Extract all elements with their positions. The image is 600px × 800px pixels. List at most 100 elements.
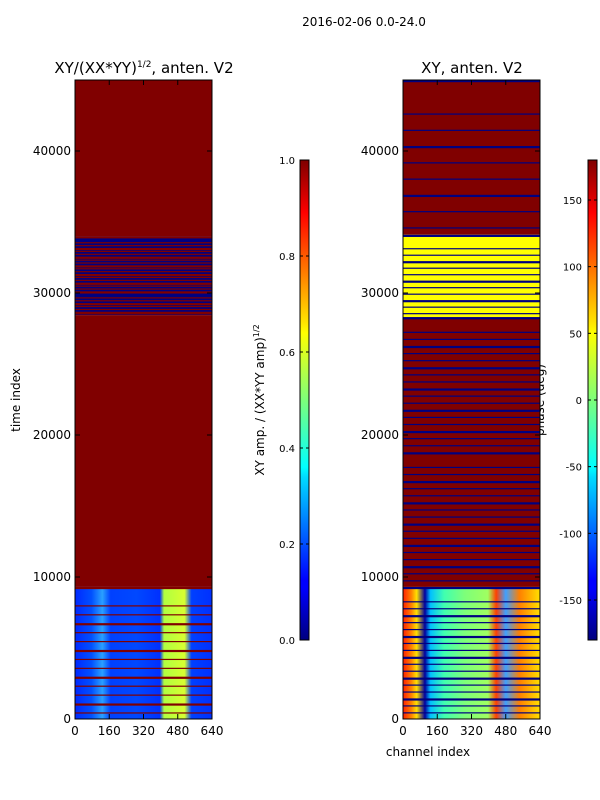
phase-region-2	[403, 317, 540, 587]
amplitude-cbar-tick-label-2: 0.4	[279, 444, 295, 455]
amplitude-stripe-1-13	[75, 276, 212, 279]
phase-cbar-tick-label-0: -150	[559, 596, 582, 607]
amplitude-stripe-1-6	[75, 256, 212, 259]
phase-stripe-2-5	[403, 360, 540, 362]
phase-stripe-2-10	[403, 395, 540, 397]
amplitude-stripe-1-23	[75, 308, 212, 311]
amplitude-title-main: XY/(XX*YY)	[54, 59, 137, 77]
phase-stripe-3-8	[403, 649, 540, 652]
amplitude-stripe-1-18	[75, 291, 212, 294]
phase-stripe-2-9	[403, 388, 540, 391]
phase-xtick-label-3: 480	[494, 724, 517, 738]
phase-stripe-0-1	[403, 113, 540, 115]
amplitude-stripe-1-3	[75, 247, 212, 251]
phase-stripe-2-13	[403, 416, 540, 419]
phase-stripe-3-14	[403, 691, 540, 693]
amplitude-stripe-1-9	[75, 265, 212, 268]
phase-cbar-tick-label-5: 100	[563, 263, 582, 274]
phase-stripe-1-7	[403, 287, 540, 289]
phase-ytick-label-0: 0	[391, 712, 399, 726]
phase-stripe-1-9	[403, 300, 540, 303]
amplitude-ytick-label-2: 20000	[33, 428, 71, 442]
amplitude-stripe-3-9	[75, 676, 212, 679]
phase-stripe-3-13	[403, 684, 540, 686]
phase-stripe-2-22	[403, 488, 540, 490]
phase-stripe-2-4	[403, 352, 540, 355]
phase-cbar-tick-label-4: 50	[569, 329, 582, 340]
phase-stripe-3-4	[403, 622, 540, 624]
amplitude-stripe-3-10	[75, 685, 212, 687]
amplitude-stripe-3-6	[75, 649, 212, 653]
amplitude-ytick-label-4: 40000	[33, 144, 71, 158]
phase-xtick-label-1: 160	[426, 724, 449, 738]
phase-stripe-3-5	[403, 628, 540, 631]
amplitude-region-2	[75, 315, 212, 587]
phase-stripe-0-4	[403, 162, 540, 164]
phase-stripe-2-6	[403, 367, 540, 370]
amplitude-stripe-3-13	[75, 712, 212, 714]
phase-stripe-1-8	[403, 293, 540, 295]
phase-cbar-tick-label-6: 150	[563, 196, 582, 207]
amplitude-ytick-label-0: 0	[63, 712, 71, 726]
amplitude-cbar-tick-label-1: 0.2	[279, 540, 295, 551]
phase-stripe-2-17	[403, 445, 540, 447]
phase-stripe-2-18	[403, 452, 540, 455]
amplitude-stripe-1-10	[75, 268, 212, 270]
plots-layer: 0 10000 20000 30000 40000 0 160 320 480 640 0.0 0.2…	[33, 79, 598, 738]
phase-ytick-label-4: 40000	[361, 144, 399, 158]
amplitude-xtick-label-4: 640	[201, 724, 224, 738]
amplitude-title-exp: 1/2	[137, 60, 151, 70]
phase-stripe-3-1	[403, 601, 540, 603]
phase-stripe-2-14	[403, 423, 540, 426]
phase-stripe-1-10	[403, 306, 540, 308]
amplitude-cbar-label-exp: 1/2	[252, 324, 261, 337]
phase-stripe-0-7	[403, 211, 540, 213]
phase-stripe-3-10	[403, 663, 540, 665]
phase-stripe-3-17	[403, 712, 540, 714]
phase-stripe-2-35	[403, 580, 540, 582]
amplitude-stripe-3-5	[75, 640, 212, 643]
amplitude-colorbar	[299, 159, 310, 641]
phase-stripe-2-0	[403, 317, 540, 320]
phase-stripe-2-27	[403, 523, 540, 526]
amplitude-cbar-tick-label-0: 0.0	[279, 636, 295, 647]
phase-stripe-0-6	[403, 194, 540, 198]
amplitude-cbar-label-main: XY amp. / (XX*YY amp)	[253, 337, 267, 475]
phase-stripe-3-15	[403, 698, 540, 701]
amplitude-ylabel: time index	[9, 368, 23, 432]
phase-stripe-2-34	[403, 573, 540, 575]
phase-stripe-2-15	[403, 430, 540, 434]
amplitude-stripe-3-2	[75, 614, 212, 616]
amplitude-stripe-1-20	[75, 300, 212, 302]
phase-ytick-label-1: 10000	[361, 570, 399, 584]
phase-stripe-1-4	[403, 267, 540, 269]
phase-stripe-1-3	[403, 261, 540, 264]
amplitude-stripe-3-12	[75, 703, 212, 706]
amplitude-ytick-label-3: 30000	[33, 286, 71, 300]
amplitude-stripe-1-14	[75, 279, 212, 281]
phase-stripe-1-5	[403, 274, 540, 276]
phase-ytick-label-3: 30000	[361, 286, 399, 300]
phase-stripe-3-2	[403, 608, 540, 610]
phase-stripe-2-28	[403, 530, 540, 532]
phase-stripe-2-12	[403, 409, 540, 412]
phase-stripe-2-16	[403, 438, 540, 440]
amplitude-stripe-3-1	[75, 605, 212, 607]
phase-stripe-3-9	[403, 656, 540, 659]
phase-stripe-0-2	[403, 129, 540, 131]
amplitude-colorbar-label: XY amp. / (XX*YY amp)1/2	[252, 324, 267, 475]
phase-stripe-3-0	[403, 586, 540, 590]
phase-stripe-2-21	[403, 481, 540, 484]
phase-stripe-2-33	[403, 566, 540, 569]
amplitude-region-0	[75, 80, 212, 237]
amplitude-region-3	[75, 586, 212, 719]
phase-stripe-2-30	[403, 544, 540, 548]
amplitude-cbar-tick-label-4: 0.8	[279, 252, 295, 263]
amplitude-stripe-1-1	[75, 242, 212, 244]
amplitude-stripe-3-0	[75, 586, 212, 590]
phase-stripe-2-29	[403, 537, 540, 539]
amplitude-xtick-label-2: 320	[132, 724, 155, 738]
amplitude-stripe-1-15	[75, 282, 212, 285]
phase-xtick-label-4: 640	[529, 724, 552, 738]
